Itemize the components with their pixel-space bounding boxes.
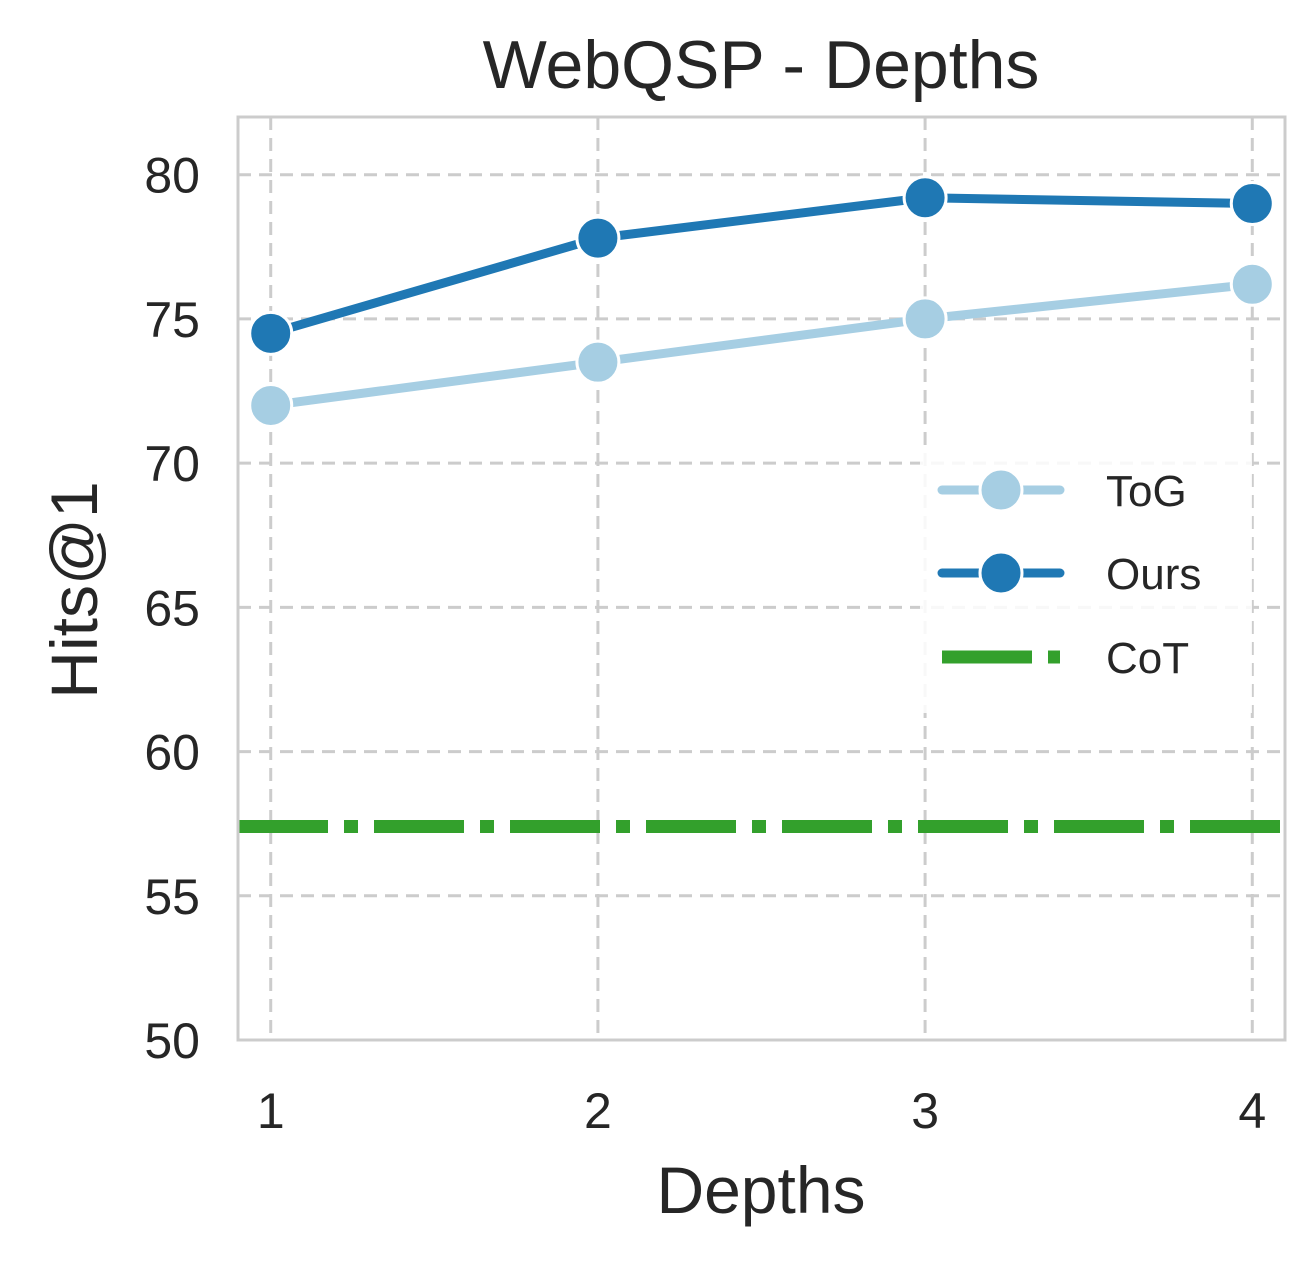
data-point-tog xyxy=(902,296,948,342)
series-line-ours xyxy=(266,193,1257,338)
y-tick-label: 55 xyxy=(144,869,200,925)
y-axis-label: Hits@1 xyxy=(37,481,111,698)
data-point-tog xyxy=(1229,261,1275,307)
y-tick-label: 65 xyxy=(144,580,200,636)
series-tog xyxy=(248,261,1275,428)
data-point-tog xyxy=(248,382,294,428)
x-tick-labels: 1 2 3 4 xyxy=(257,1083,1266,1139)
data-point-ours xyxy=(902,175,948,221)
y-tick-label: 50 xyxy=(144,1013,200,1069)
legend-marker-tog xyxy=(978,467,1024,513)
legend-label-ours: Ours xyxy=(1106,550,1201,599)
data-point-ours xyxy=(1229,181,1275,227)
data-point-ours xyxy=(575,215,621,261)
legend-label-cot: CoT xyxy=(1106,634,1189,683)
y-tick-label: 75 xyxy=(144,292,200,348)
y-tick-label: 70 xyxy=(144,436,200,492)
series-lines xyxy=(248,175,1275,428)
chart-title: WebQSP - Depths xyxy=(483,27,1040,103)
y-tick-labels: 50 55 60 65 70 75 80 xyxy=(144,148,200,1069)
legend-label-tog: ToG xyxy=(1106,467,1187,516)
data-point-ours xyxy=(248,310,294,356)
legend-box xyxy=(920,445,1252,713)
legend-item-tog: ToG xyxy=(937,467,1187,516)
data-point-tog xyxy=(575,339,621,385)
legend-item-cot: CoT xyxy=(942,634,1189,683)
legend: ToG Ours CoT xyxy=(920,445,1252,713)
x-tick-label: 4 xyxy=(1238,1083,1266,1139)
legend-item-ours: Ours xyxy=(937,550,1201,599)
x-tick-label: 3 xyxy=(911,1083,939,1139)
y-tick-label: 60 xyxy=(144,725,200,781)
x-axis-label: Depths xyxy=(656,1153,865,1227)
y-tick-label: 80 xyxy=(144,148,200,204)
plot-frame xyxy=(236,115,1287,1042)
series-line-tog xyxy=(266,279,1257,410)
series-ours xyxy=(248,175,1275,356)
x-tick-label: 2 xyxy=(584,1083,612,1139)
legend-marker-ours xyxy=(978,550,1024,596)
x-tick-label: 1 xyxy=(257,1083,285,1139)
